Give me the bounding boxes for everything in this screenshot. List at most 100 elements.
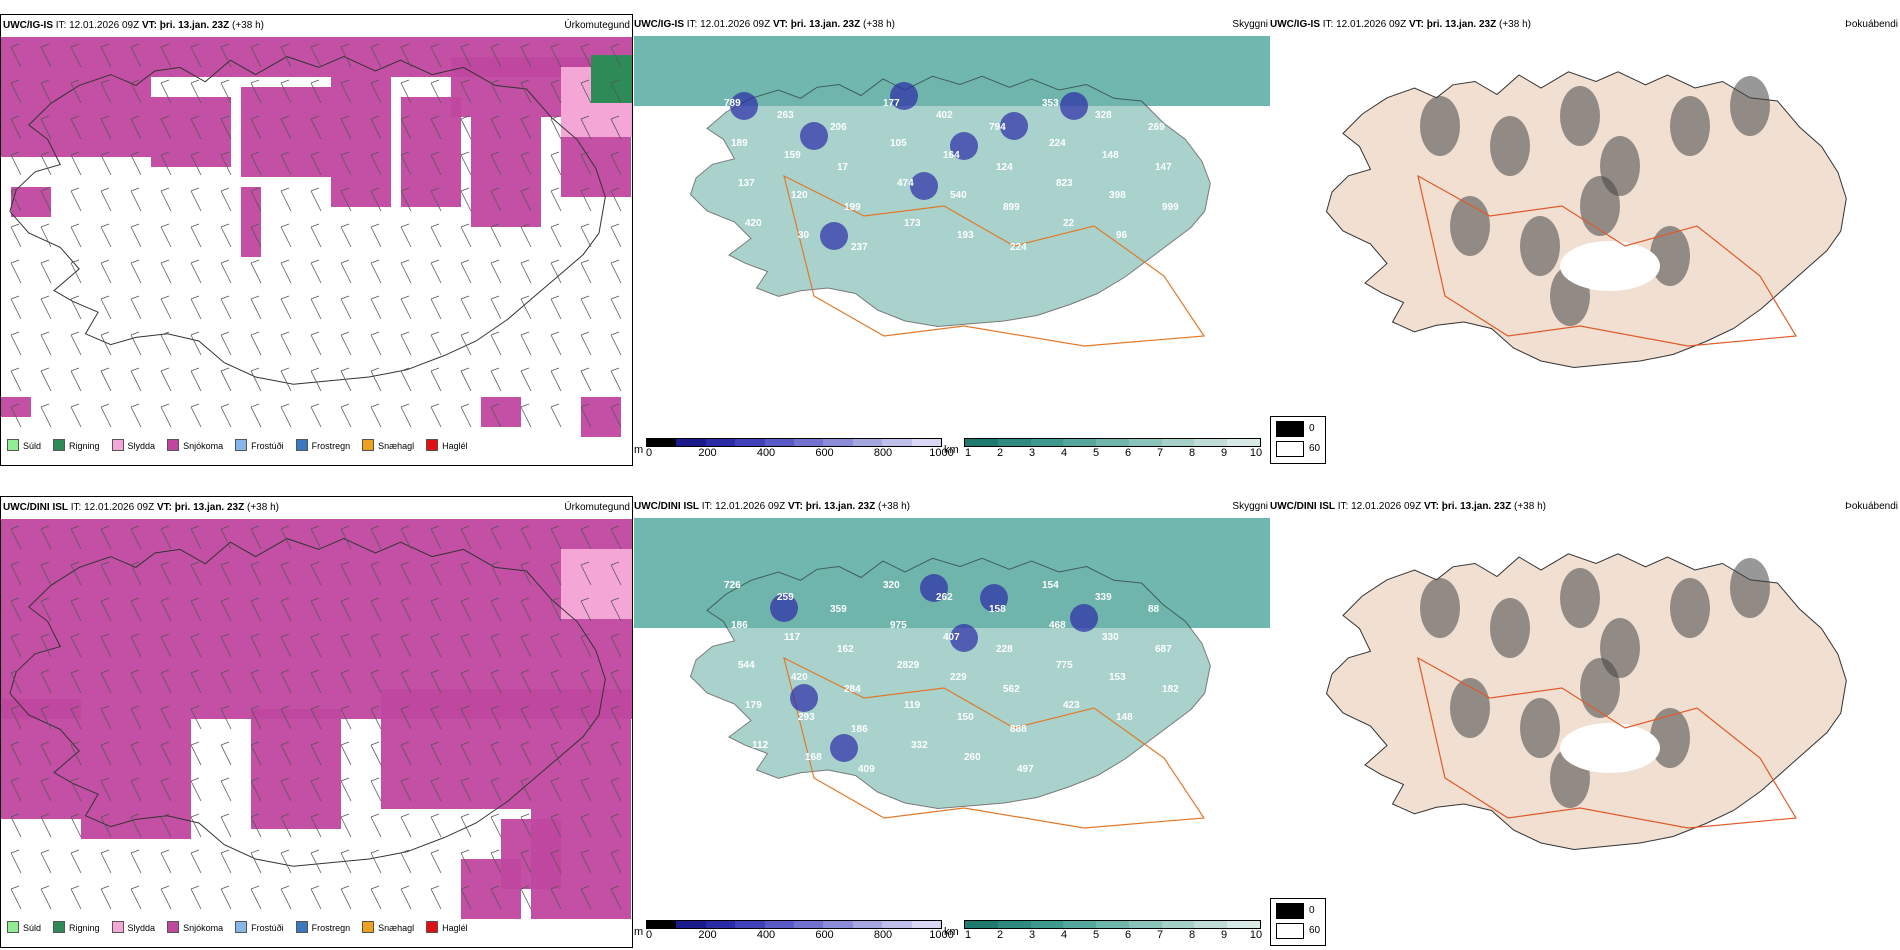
wind-barb	[610, 151, 622, 176]
colorbar-segment	[911, 921, 942, 928]
wind-barb	[220, 813, 232, 838]
colorbar-tick: 600	[815, 447, 834, 459]
wind-barb	[550, 331, 562, 356]
snow-area	[151, 97, 231, 167]
wind-barb	[250, 813, 262, 838]
wind-barb	[550, 885, 562, 910]
legend-item: Snæhagl	[362, 921, 414, 935]
legend-label: Snjókoma	[183, 923, 224, 933]
wind-barb	[190, 885, 202, 910]
wind-barb	[430, 223, 442, 248]
wind-barb	[580, 813, 592, 838]
fog-index-area	[1520, 698, 1560, 758]
wind-barb	[160, 367, 172, 392]
legend-label: Frostúði	[251, 441, 284, 451]
wind-barb	[430, 561, 442, 586]
wind-barb	[100, 885, 112, 910]
fog-legend: 0 60	[1270, 898, 1326, 946]
wind-barb	[370, 79, 382, 104]
low-cloud-area	[1070, 604, 1098, 632]
fog-legend-swatch	[1276, 923, 1304, 939]
iceland-outline	[9, 56, 606, 385]
wind-barb	[280, 525, 292, 550]
cloud-base-colorbar: m 0 200 400 600 800 1000	[634, 920, 954, 944]
wind-barb	[370, 187, 382, 212]
wind-barb	[10, 151, 22, 176]
cloud-base-label: 177	[883, 98, 900, 109]
wind-barb	[400, 705, 412, 730]
wind-barb	[70, 367, 82, 392]
colorbar-segment	[735, 439, 765, 446]
fog-index-area	[1670, 96, 1710, 156]
wind-barb	[280, 633, 292, 658]
it-value: 12.01.2026 09Z	[84, 502, 155, 513]
wind-barb	[130, 79, 142, 104]
wind-barb	[370, 367, 382, 392]
lead-time: (+38 h)	[863, 19, 895, 30]
colorbar-tick: 1000	[929, 447, 954, 459]
lead-time: (+38 h)	[1499, 19, 1531, 30]
iceland-outline	[9, 538, 606, 867]
wind-barb	[490, 561, 502, 586]
wind-barb	[160, 43, 172, 68]
wind-barb	[190, 849, 202, 874]
model-name: UWC/DINI ISL	[634, 501, 699, 512]
cloud-base-label: 259	[777, 592, 794, 603]
wind-barb	[70, 187, 82, 212]
cloud-base-label: 726	[724, 580, 741, 591]
legend-item: Snjókoma	[167, 439, 223, 453]
wind-barb	[100, 295, 112, 320]
wind-barb	[280, 259, 292, 284]
wind-barb	[280, 43, 292, 68]
wind-barb	[220, 885, 232, 910]
wind-barb	[580, 741, 592, 766]
wind-barb	[190, 295, 202, 320]
cloud-base-label: 775	[1056, 660, 1073, 671]
it-value: 12.01.2026 09Z	[715, 501, 786, 512]
cloud-base-label: 224	[1049, 138, 1066, 149]
wind-barb	[370, 885, 382, 910]
colorbar-unit: m	[634, 926, 644, 938]
colorbar-tick: 1000	[929, 929, 954, 941]
wind-barb	[460, 331, 472, 356]
fog-index-area	[1580, 176, 1620, 236]
wind-barb	[460, 885, 472, 910]
wind-barb	[400, 777, 412, 802]
wind-barb	[340, 151, 352, 176]
wind-barb	[40, 525, 52, 550]
wind-barb	[520, 223, 532, 248]
wind-barb	[10, 79, 22, 104]
colorbar-segment	[676, 439, 706, 446]
wind-barb	[190, 115, 202, 140]
wind-barb	[610, 367, 622, 392]
low-cloud-area	[770, 594, 798, 622]
wind-barb	[280, 223, 292, 248]
wind-barb	[400, 259, 412, 284]
wind-barb	[610, 633, 622, 658]
wind-barb	[490, 885, 502, 910]
panel-header: UWC/DINI ISL IT: 12.01.2026 09Z VT: þri.…	[3, 501, 632, 515]
legend-swatch	[167, 439, 180, 451]
wind-barb	[70, 885, 82, 910]
vt-label: VT:	[141, 20, 157, 31]
cloud-base-label: 173	[904, 218, 921, 229]
wind-barb	[580, 669, 592, 694]
wind-barb	[610, 43, 622, 68]
precip-type-panel: UWC/IG-IS IT: 12.01.2026 09Z VT: þri. 13…	[0, 14, 633, 466]
vt-value: þri. 13.jan. 23Z	[805, 501, 876, 512]
wind-barb	[10, 633, 22, 658]
colorbar-tick: 3	[1028, 929, 1036, 941]
precip-legend: Súld Rigning Slydda Snjókoma Frostúði Frostre…	[7, 439, 480, 453]
wind-barb	[220, 187, 232, 212]
wind-barb	[490, 777, 502, 802]
cloud-base-label: 320	[883, 580, 900, 591]
colorbar-tick: 2	[996, 929, 1004, 941]
wind-barb	[40, 295, 52, 320]
wind-barb	[370, 223, 382, 248]
wind-barb	[310, 813, 322, 838]
wind-barb	[130, 331, 142, 356]
wind-barb	[610, 741, 622, 766]
cloud-base-label: 193	[957, 230, 974, 241]
wind-barb	[460, 597, 472, 622]
colorbar-tick: 4	[1060, 929, 1068, 941]
